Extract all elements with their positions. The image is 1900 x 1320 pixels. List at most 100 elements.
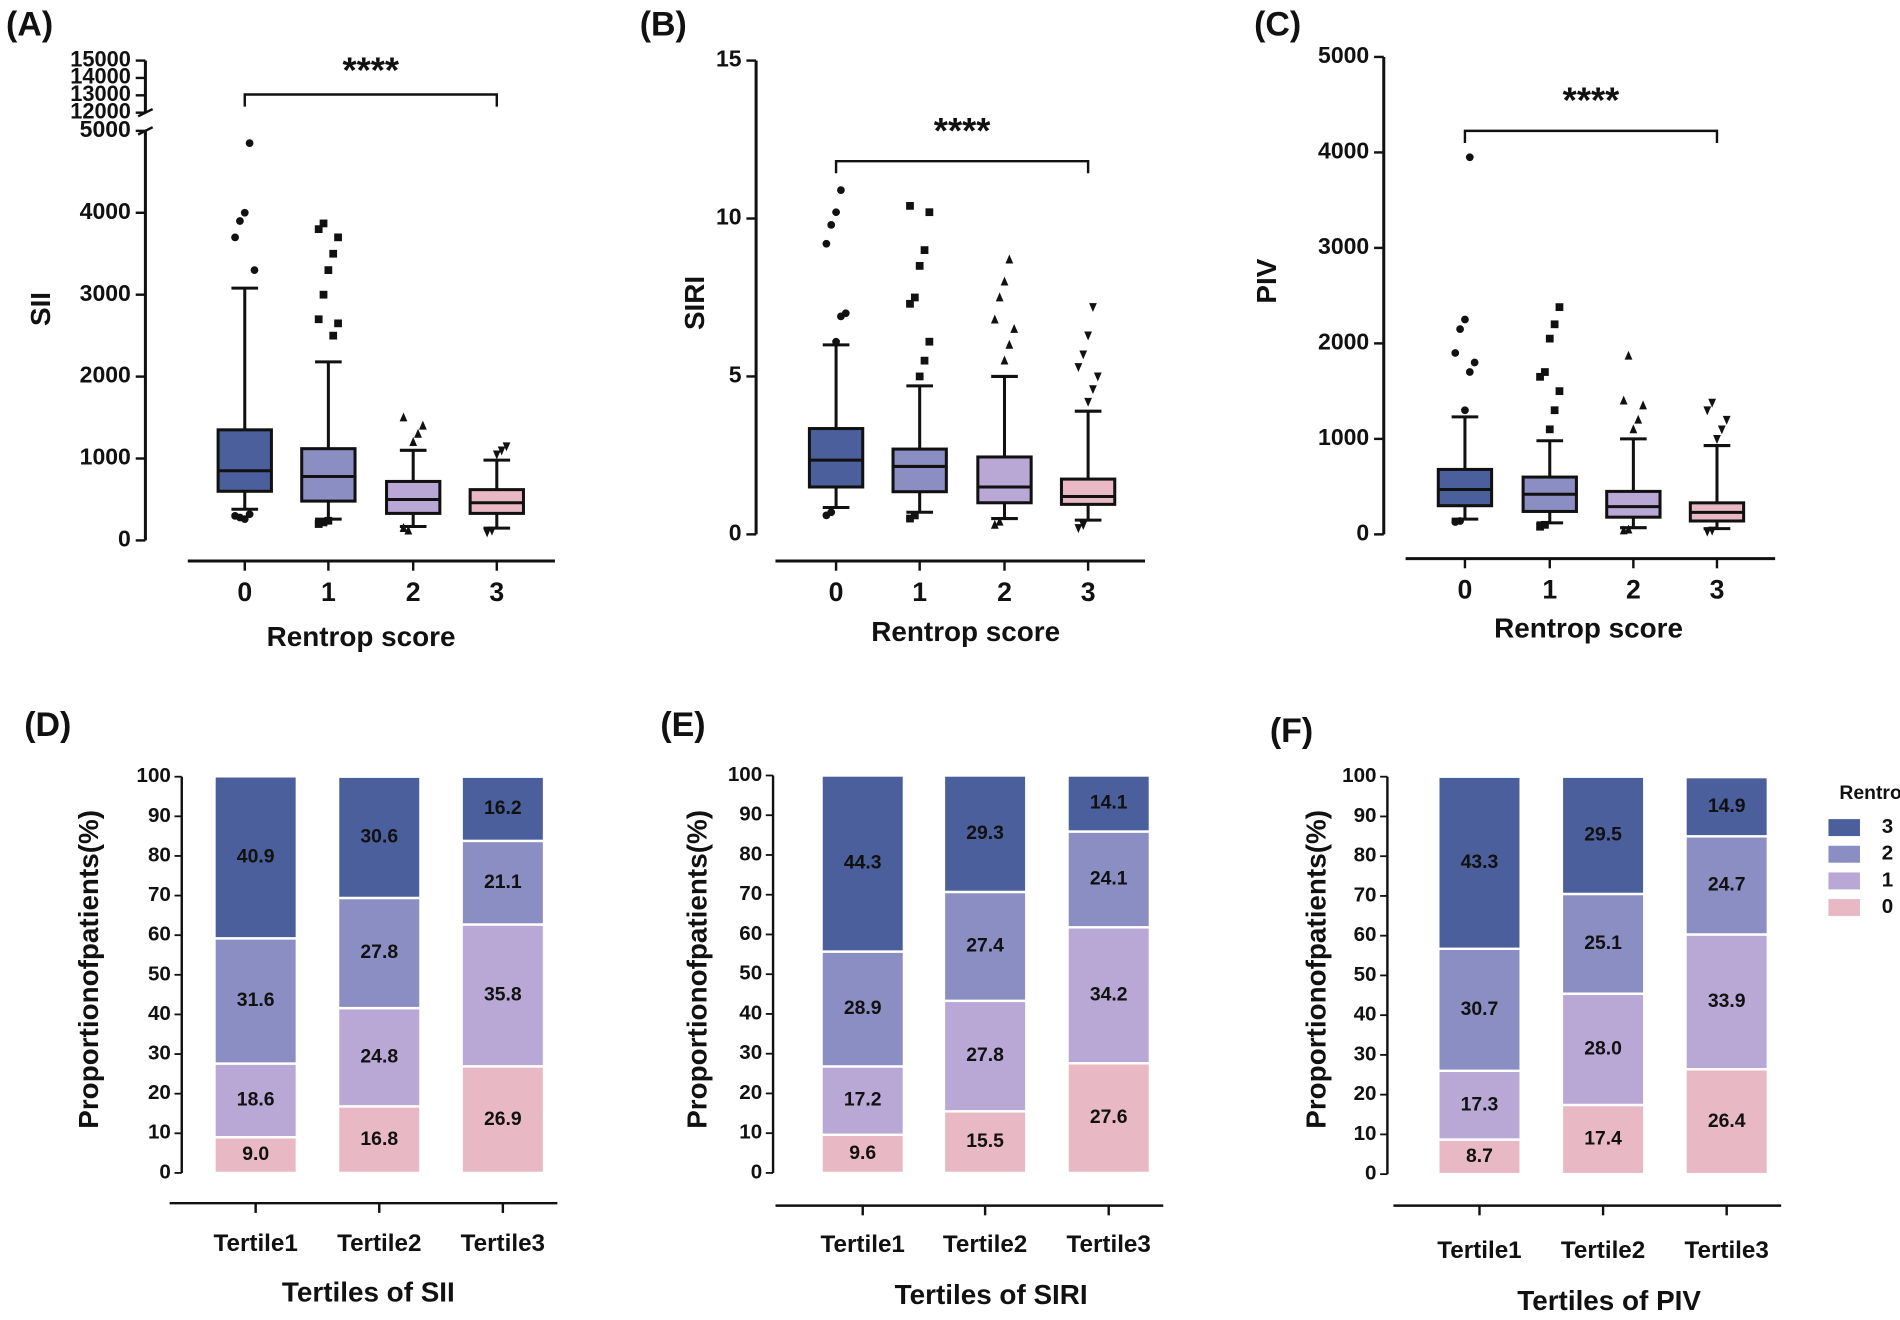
- y-tick-label: 40: [148, 1002, 171, 1025]
- value-label: 29.3: [966, 822, 1004, 844]
- outlier: [314, 520, 323, 528]
- outlier: [319, 290, 328, 299]
- y-tick-label: 2000: [80, 362, 131, 388]
- x-tick-label: Tertile2: [943, 1231, 1027, 1258]
- value-label: 26.9: [484, 1108, 522, 1130]
- outlier: [314, 225, 323, 234]
- box: [976, 455, 1033, 505]
- y-tick-label: 10: [148, 1121, 171, 1144]
- value-label: 25.1: [1584, 932, 1622, 954]
- outlier: [915, 372, 924, 381]
- outlier: [409, 437, 418, 447]
- bar-segment: [460, 839, 546, 926]
- value-label: 30.7: [1461, 998, 1499, 1020]
- y-axis-label: SIRI: [679, 276, 710, 330]
- value-label: 14.9: [1708, 795, 1746, 817]
- bar-segment: [820, 1133, 906, 1175]
- y-tick-label: 2000: [1318, 328, 1369, 354]
- outlier: [1456, 517, 1464, 525]
- outlier: [1465, 153, 1474, 162]
- y-tick-label: 0: [159, 1160, 170, 1183]
- value-label: 14.1: [1090, 792, 1128, 814]
- outlier: [1629, 424, 1638, 434]
- x-tick-label: 2: [406, 577, 421, 607]
- y-tick-label: 70: [739, 882, 762, 905]
- y-tick-label: 60: [1354, 923, 1377, 946]
- outlier: [990, 519, 999, 529]
- value-label: 9.0: [242, 1143, 269, 1165]
- y-tick-label: 100: [1342, 764, 1376, 787]
- bar-segment: [820, 774, 906, 953]
- legend-swatch: [1828, 819, 1860, 837]
- outlier: [925, 337, 934, 346]
- y-tick-label: 70: [1354, 883, 1377, 906]
- outlier: [1624, 524, 1633, 534]
- bar-segment: [1066, 926, 1152, 1065]
- significance-bracket: [1463, 129, 1719, 143]
- significance-bracket: [243, 93, 499, 107]
- legend-title: Rentrop: [1839, 782, 1900, 804]
- y-axis-label: SII: [25, 292, 56, 326]
- y-tick-label: 60: [148, 923, 171, 946]
- bar-segment: [1437, 775, 1522, 951]
- outlier: [1708, 526, 1717, 536]
- outlier: [319, 219, 328, 228]
- y-tick-label: 70: [148, 883, 171, 906]
- outlier: [245, 139, 254, 148]
- outlier: [502, 442, 511, 452]
- outlier: [827, 220, 836, 229]
- y-tick-label: 10: [1354, 1122, 1377, 1145]
- x-tick-label: 1: [912, 577, 927, 607]
- outlier: [995, 292, 1004, 302]
- outlier: [837, 186, 845, 194]
- legend-label: 1: [1882, 868, 1893, 891]
- outlier: [1000, 355, 1009, 365]
- outlier: [1545, 334, 1554, 343]
- box: [1059, 477, 1117, 506]
- outlier: [1634, 414, 1643, 424]
- outlier: [910, 511, 919, 520]
- value-label: 24.1: [1090, 868, 1128, 890]
- value-label: 33.9: [1708, 990, 1746, 1012]
- outlier: [1084, 397, 1092, 407]
- outlier: [1461, 315, 1469, 324]
- x-tick-label: 3: [1710, 574, 1725, 604]
- outlier: [995, 516, 1004, 526]
- outlier: [1074, 524, 1083, 534]
- value-label: 27.4: [966, 935, 1004, 957]
- x-tick-label: 3: [1081, 577, 1096, 607]
- y-tick-label: 0: [1356, 519, 1369, 545]
- panel-label: (E): [660, 706, 705, 744]
- y-tick-label: 10: [739, 1121, 762, 1144]
- legend-label: 3: [1882, 815, 1893, 838]
- y-tick-label: 3000: [80, 280, 131, 306]
- x-tick-label: 3: [489, 577, 504, 607]
- outlier: [1722, 415, 1731, 425]
- outlier: [920, 246, 929, 254]
- outlier: [414, 428, 422, 438]
- outlier: [832, 337, 840, 346]
- outlier: [419, 420, 427, 430]
- outlier: [906, 514, 914, 523]
- outlier: [1624, 350, 1633, 360]
- x-tick-label: Tertile1: [1437, 1237, 1521, 1264]
- value-label: 21.1: [484, 871, 522, 893]
- box: [385, 479, 442, 515]
- bar-segment: [460, 775, 546, 843]
- y-tick-label: 10: [716, 204, 742, 230]
- outlier: [1703, 406, 1712, 416]
- bar-segment: [1437, 1069, 1522, 1141]
- panel-label: (F): [1270, 712, 1313, 750]
- y-tick-label: 0: [751, 1160, 762, 1183]
- y-tick-label: 15: [716, 46, 742, 72]
- outlier: [399, 523, 408, 533]
- y-tick-label: 100: [728, 763, 762, 786]
- bar-segment: [942, 890, 1028, 1003]
- value-label: 17.4: [1584, 1128, 1622, 1150]
- y-axis-label: Proportionofpatients(%): [1301, 810, 1332, 1129]
- value-label: 17.3: [1461, 1093, 1499, 1115]
- outlier: [1451, 349, 1460, 357]
- outlier: [1639, 400, 1647, 410]
- outlier: [314, 315, 323, 324]
- bar-segment: [460, 1065, 546, 1175]
